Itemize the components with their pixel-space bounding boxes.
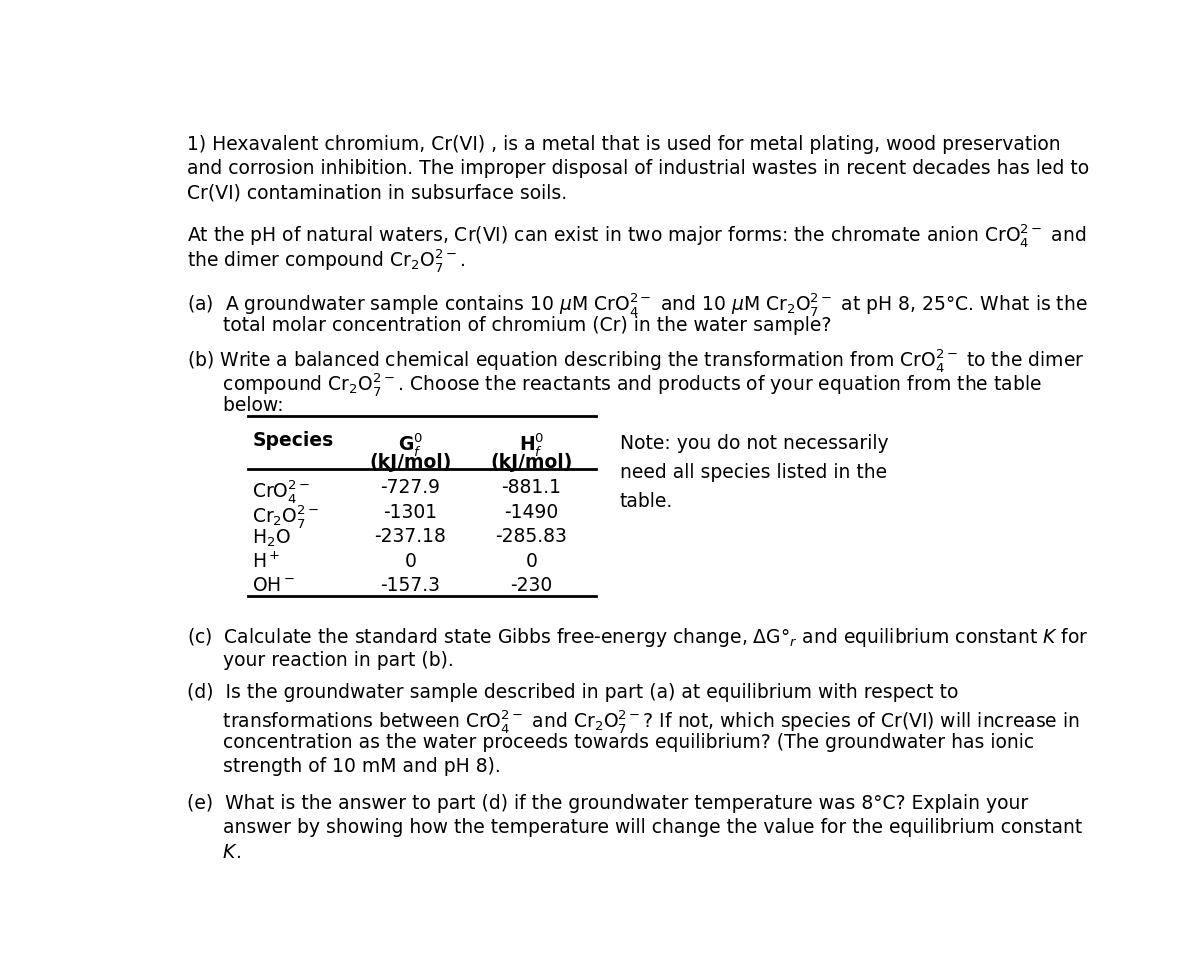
Text: (kJ/mol): (kJ/mol) [490, 453, 572, 471]
Text: (e)  What is the answer to part (d) if the groundwater temperature was 8°C? Expl: (e) What is the answer to part (d) if th… [187, 793, 1028, 812]
Text: -285.83: -285.83 [496, 527, 568, 546]
Text: 1) Hexavalent chromium, Cr(VI) , is a metal that is used for metal plating, wood: 1) Hexavalent chromium, Cr(VI) , is a me… [187, 134, 1061, 154]
Text: strength of 10 mM and pH 8).: strength of 10 mM and pH 8). [187, 757, 500, 776]
Text: Note: you do not necessarily
need all species listed in the
table.: Note: you do not necessarily need all sp… [619, 435, 888, 511]
Text: -157.3: -157.3 [380, 577, 440, 595]
Text: (d)  Is the groundwater sample described in part (a) at equilibrium with respect: (d) Is the groundwater sample described … [187, 684, 959, 702]
Text: your reaction in part (b).: your reaction in part (b). [187, 651, 454, 669]
Text: -727.9: -727.9 [380, 478, 440, 497]
Text: Species: Species [252, 431, 334, 449]
Text: concentration as the water proceeds towards equilibrium? (The groundwater has io: concentration as the water proceeds towa… [187, 732, 1034, 752]
Text: CrO$_4^{2-}$: CrO$_4^{2-}$ [252, 478, 311, 505]
Text: total molar concentration of chromium (Cr) in the water sample?: total molar concentration of chromium (C… [187, 316, 832, 335]
Text: H$_2$O: H$_2$O [252, 527, 292, 549]
Text: Cr(VI) contamination in subsurface soils.: Cr(VI) contamination in subsurface soils… [187, 184, 568, 203]
Text: -881.1: -881.1 [502, 478, 562, 497]
Text: -1490: -1490 [504, 502, 558, 522]
Text: H$_f^0$: H$_f^0$ [518, 431, 544, 458]
Text: transformations between CrO$_4^{2-}$ and Cr$_2$O$_7^{2-}$? If not, which species: transformations between CrO$_4^{2-}$ and… [187, 708, 1080, 735]
Text: H$^+$: H$^+$ [252, 552, 281, 572]
Text: -1301: -1301 [383, 502, 438, 522]
Text: compound Cr$_2$O$_7^{2-}$. Choose the reactants and products of your equation fr: compound Cr$_2$O$_7^{2-}$. Choose the re… [187, 371, 1042, 398]
Text: 0: 0 [526, 552, 538, 571]
Text: Cr$_2$O$_7^{2-}$: Cr$_2$O$_7^{2-}$ [252, 502, 319, 529]
Text: (b) Write a balanced chemical equation describing the transformation from CrO$_4: (b) Write a balanced chemical equation d… [187, 347, 1085, 374]
Text: below:: below: [187, 396, 284, 414]
Text: $K$.: $K$. [187, 842, 241, 862]
Text: the dimer compound Cr$_2$O$_7^{2-}$.: the dimer compound Cr$_2$O$_7^{2-}$. [187, 247, 466, 273]
Text: -230: -230 [510, 577, 552, 595]
Text: (c)  Calculate the standard state Gibbs free-energy change, $\Delta$G°$_r$ and e: (c) Calculate the standard state Gibbs f… [187, 626, 1088, 649]
Text: 0: 0 [404, 552, 416, 571]
Text: answer by showing how the temperature will change the value for the equilibrium : answer by showing how the temperature wi… [187, 818, 1082, 838]
Text: At the pH of natural waters, Cr(VI) can exist in two major forms: the chromate a: At the pH of natural waters, Cr(VI) can … [187, 222, 1087, 249]
Text: (kJ/mol): (kJ/mol) [370, 453, 451, 471]
Text: OH$^-$: OH$^-$ [252, 577, 295, 595]
Text: (a)  A groundwater sample contains 10 $\mu$M CrO$_4^{2-}$ and 10 $\mu$M Cr$_2$O$: (a) A groundwater sample contains 10 $\m… [187, 292, 1088, 319]
Text: -237.18: -237.18 [374, 527, 446, 546]
Text: G$_f^0$: G$_f^0$ [398, 431, 422, 458]
Text: and corrosion inhibition. The improper disposal of industrial wastes in recent d: and corrosion inhibition. The improper d… [187, 159, 1090, 178]
